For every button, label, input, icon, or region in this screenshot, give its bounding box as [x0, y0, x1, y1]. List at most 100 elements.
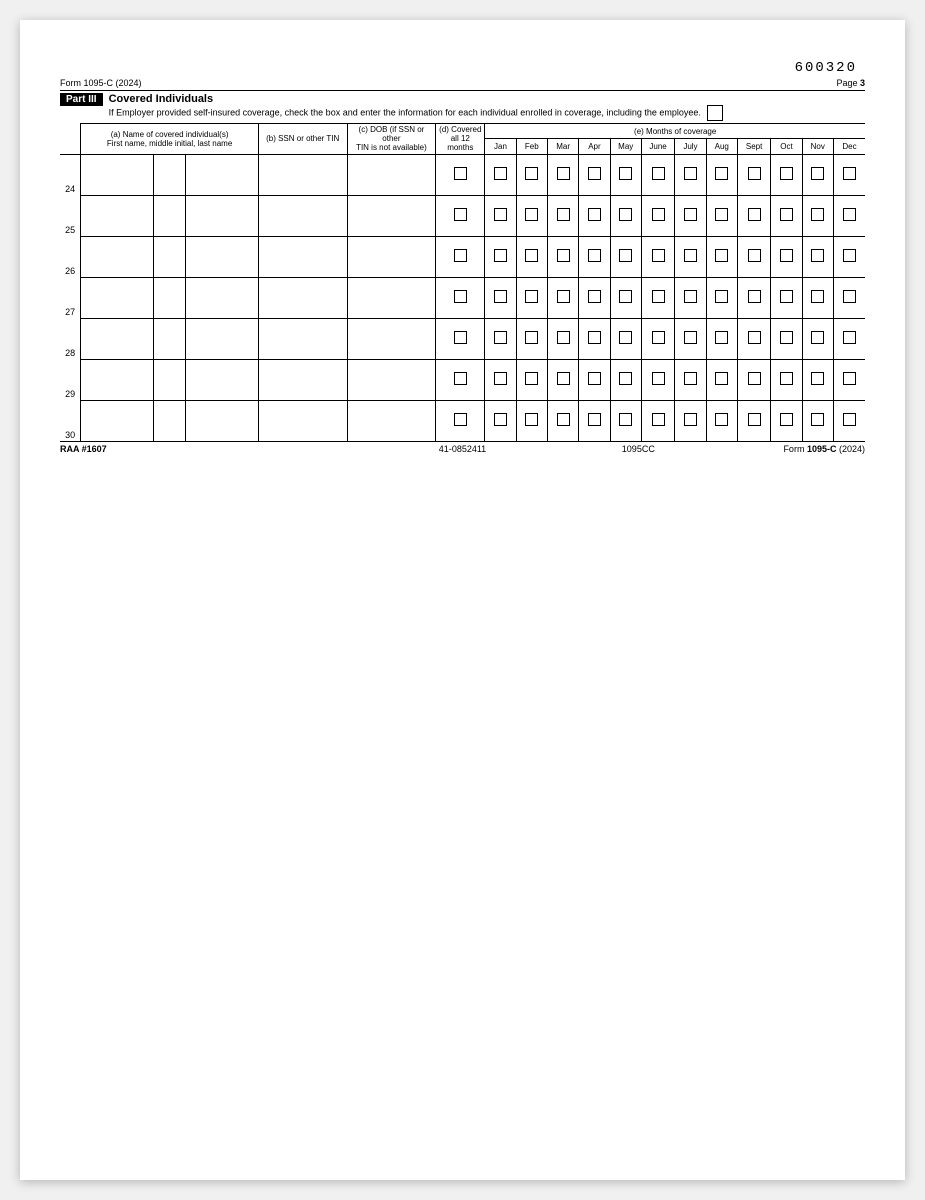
month-checkbox-mar[interactable]	[547, 318, 578, 359]
month-checkbox-oct[interactable]	[771, 236, 802, 277]
month-checkbox-july[interactable]	[675, 400, 706, 441]
month-checkbox-jan[interactable]	[485, 400, 516, 441]
month-checkbox-mar[interactable]	[547, 400, 578, 441]
month-checkbox-jan[interactable]	[485, 154, 516, 195]
month-checkbox-mar[interactable]	[547, 154, 578, 195]
month-checkbox-dec[interactable]	[833, 236, 865, 277]
dob-cell[interactable]	[347, 318, 436, 359]
month-checkbox-feb[interactable]	[516, 277, 547, 318]
month-checkbox-aug[interactable]	[706, 236, 737, 277]
month-checkbox-may[interactable]	[610, 195, 641, 236]
month-checkbox-nov[interactable]	[802, 359, 833, 400]
covered-all-12-checkbox[interactable]	[436, 400, 485, 441]
month-checkbox-july[interactable]	[675, 154, 706, 195]
ssn-cell[interactable]	[258, 318, 347, 359]
month-checkbox-nov[interactable]	[802, 400, 833, 441]
month-checkbox-nov[interactable]	[802, 154, 833, 195]
covered-all-12-checkbox[interactable]	[436, 318, 485, 359]
last-name-cell[interactable]	[185, 318, 258, 359]
last-name-cell[interactable]	[185, 154, 258, 195]
month-checkbox-sept[interactable]	[737, 359, 770, 400]
month-checkbox-july[interactable]	[675, 359, 706, 400]
month-checkbox-nov[interactable]	[802, 236, 833, 277]
month-checkbox-june[interactable]	[641, 236, 674, 277]
middle-initial-cell[interactable]	[154, 154, 185, 195]
covered-all-12-checkbox[interactable]	[436, 236, 485, 277]
month-checkbox-sept[interactable]	[737, 154, 770, 195]
month-checkbox-nov[interactable]	[802, 195, 833, 236]
first-name-cell[interactable]	[81, 400, 154, 441]
month-checkbox-feb[interactable]	[516, 195, 547, 236]
ssn-cell[interactable]	[258, 400, 347, 441]
ssn-cell[interactable]	[258, 359, 347, 400]
month-checkbox-nov[interactable]	[802, 318, 833, 359]
month-checkbox-june[interactable]	[641, 195, 674, 236]
month-checkbox-apr[interactable]	[579, 277, 610, 318]
middle-initial-cell[interactable]	[154, 195, 185, 236]
dob-cell[interactable]	[347, 195, 436, 236]
middle-initial-cell[interactable]	[154, 277, 185, 318]
month-checkbox-oct[interactable]	[771, 318, 802, 359]
middle-initial-cell[interactable]	[154, 236, 185, 277]
covered-all-12-checkbox[interactable]	[436, 277, 485, 318]
dob-cell[interactable]	[347, 359, 436, 400]
month-checkbox-dec[interactable]	[833, 400, 865, 441]
ssn-cell[interactable]	[258, 236, 347, 277]
month-checkbox-oct[interactable]	[771, 277, 802, 318]
last-name-cell[interactable]	[185, 359, 258, 400]
month-checkbox-dec[interactable]	[833, 318, 865, 359]
last-name-cell[interactable]	[185, 195, 258, 236]
month-checkbox-feb[interactable]	[516, 359, 547, 400]
month-checkbox-oct[interactable]	[771, 154, 802, 195]
month-checkbox-sept[interactable]	[737, 236, 770, 277]
month-checkbox-may[interactable]	[610, 359, 641, 400]
last-name-cell[interactable]	[185, 277, 258, 318]
month-checkbox-mar[interactable]	[547, 236, 578, 277]
covered-all-12-checkbox[interactable]	[436, 359, 485, 400]
first-name-cell[interactable]	[81, 195, 154, 236]
month-checkbox-june[interactable]	[641, 318, 674, 359]
month-checkbox-dec[interactable]	[833, 154, 865, 195]
dob-cell[interactable]	[347, 277, 436, 318]
self-insured-checkbox[interactable]	[707, 105, 723, 121]
month-checkbox-apr[interactable]	[579, 195, 610, 236]
month-checkbox-jan[interactable]	[485, 277, 516, 318]
dob-cell[interactable]	[347, 400, 436, 441]
month-checkbox-may[interactable]	[610, 236, 641, 277]
month-checkbox-june[interactable]	[641, 359, 674, 400]
month-checkbox-aug[interactable]	[706, 400, 737, 441]
month-checkbox-apr[interactable]	[579, 318, 610, 359]
month-checkbox-mar[interactable]	[547, 359, 578, 400]
covered-all-12-checkbox[interactable]	[436, 195, 485, 236]
first-name-cell[interactable]	[81, 359, 154, 400]
ssn-cell[interactable]	[258, 277, 347, 318]
month-checkbox-june[interactable]	[641, 277, 674, 318]
month-checkbox-aug[interactable]	[706, 154, 737, 195]
month-checkbox-sept[interactable]	[737, 277, 770, 318]
middle-initial-cell[interactable]	[154, 400, 185, 441]
month-checkbox-dec[interactable]	[833, 277, 865, 318]
month-checkbox-aug[interactable]	[706, 195, 737, 236]
month-checkbox-july[interactable]	[675, 195, 706, 236]
month-checkbox-apr[interactable]	[579, 236, 610, 277]
month-checkbox-feb[interactable]	[516, 318, 547, 359]
month-checkbox-mar[interactable]	[547, 195, 578, 236]
last-name-cell[interactable]	[185, 400, 258, 441]
month-checkbox-jan[interactable]	[485, 359, 516, 400]
month-checkbox-july[interactable]	[675, 277, 706, 318]
month-checkbox-aug[interactable]	[706, 318, 737, 359]
month-checkbox-oct[interactable]	[771, 195, 802, 236]
month-checkbox-june[interactable]	[641, 154, 674, 195]
month-checkbox-feb[interactable]	[516, 154, 547, 195]
month-checkbox-aug[interactable]	[706, 277, 737, 318]
month-checkbox-apr[interactable]	[579, 400, 610, 441]
dob-cell[interactable]	[347, 154, 436, 195]
month-checkbox-may[interactable]	[610, 277, 641, 318]
month-checkbox-may[interactable]	[610, 318, 641, 359]
covered-all-12-checkbox[interactable]	[436, 154, 485, 195]
month-checkbox-july[interactable]	[675, 318, 706, 359]
month-checkbox-dec[interactable]	[833, 359, 865, 400]
month-checkbox-dec[interactable]	[833, 195, 865, 236]
month-checkbox-jan[interactable]	[485, 318, 516, 359]
month-checkbox-mar[interactable]	[547, 277, 578, 318]
